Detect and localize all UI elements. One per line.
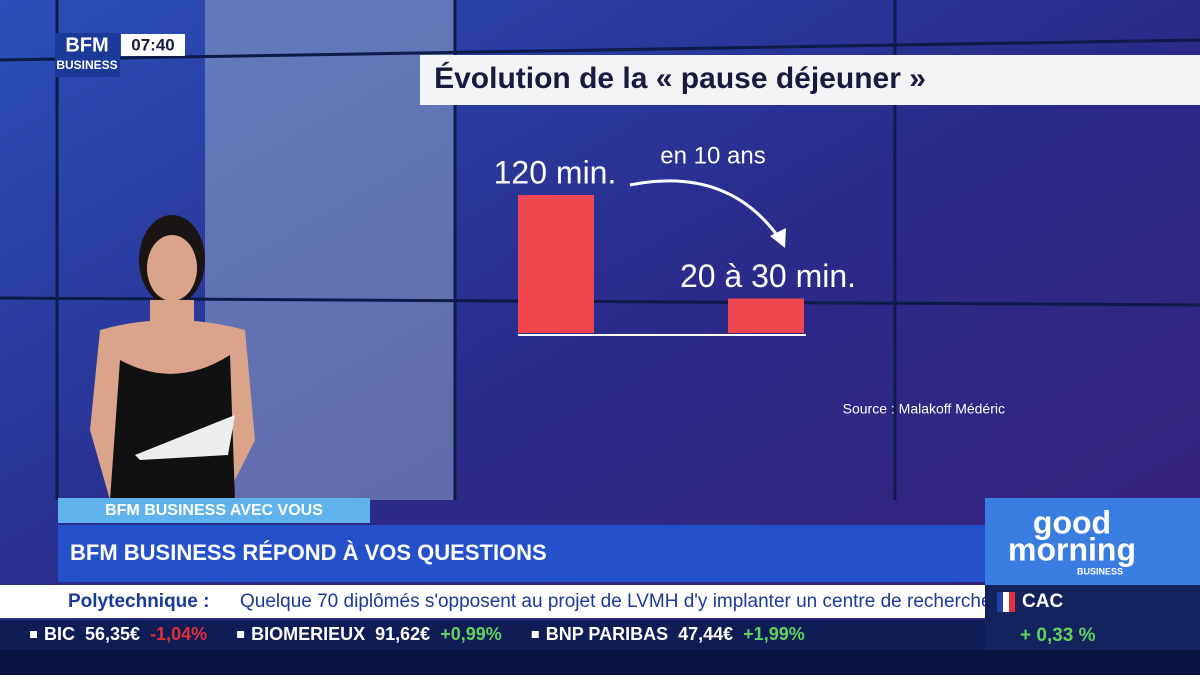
clock: 07:40 — [131, 35, 174, 54]
index-change: + 0,33 % — [1020, 625, 1096, 646]
ticker-name: BNP PARIBAS — [546, 624, 668, 644]
tag: BFM BUSINESS AVEC VOUS — [105, 502, 323, 519]
footer — [0, 650, 1200, 675]
tag-bar — [58, 498, 370, 523]
bar-chart: 120 min. 20 à 30 min. — [494, 154, 856, 333]
headline: BFM BUSINESS RÉPOND À VOS QUESTIONS — [70, 540, 547, 565]
ticker-price: 47,44€ — [678, 624, 733, 644]
annotation: en 10 ans — [660, 142, 765, 169]
ticker-change: -1,04% — [150, 624, 207, 644]
headline-bar — [58, 525, 985, 582]
news-topic: Polytechnique : — [68, 591, 209, 612]
index-name: CAC — [1022, 591, 1063, 612]
ticker-price: 56,35€ — [85, 624, 140, 644]
logo-brand: BFM — [65, 34, 108, 56]
show-line2: morning — [1008, 531, 1136, 567]
source: Source : Malakoff Médéric — [843, 401, 1005, 417]
flag-red — [1009, 592, 1015, 612]
chart-title-bar — [420, 55, 1200, 105]
ticker-bullet — [531, 631, 539, 638]
ticker-change: +1,99% — [743, 624, 805, 644]
arrow — [629, 179, 784, 243]
ticker-name: BIOMERIEUX — [251, 624, 365, 644]
ticker-bullet — [237, 631, 245, 638]
news-text: Quelque 70 diplômés s'opposent au projet… — [240, 591, 997, 612]
show-sub: BUSINESS — [1077, 566, 1123, 576]
logo-box — [55, 33, 120, 77]
show-line1: good — [1033, 504, 1111, 540]
ticker-name: BIC — [44, 624, 75, 644]
show-box — [985, 498, 1200, 585]
ticker-bar — [0, 620, 985, 650]
chart-title: Évolution de la « pause déjeuner » — [434, 61, 926, 95]
bar — [728, 298, 804, 333]
value-label: 20 à 30 min. — [680, 258, 856, 294]
ticker: BIC 56,35€ -1,04% BIOMERIEUX 91,62€ +0,99% BNP… — [30, 624, 805, 644]
ticker-change: +0,99% — [440, 624, 502, 644]
clock-box — [121, 34, 185, 56]
ticker-bullet — [30, 631, 37, 638]
ticker-price: 91,62€ — [375, 624, 430, 644]
news-bar — [0, 585, 985, 618]
bar — [518, 195, 594, 333]
flag-blue — [997, 592, 1003, 612]
presenter — [90, 215, 255, 500]
logo-sub: BUSINESS — [56, 58, 117, 72]
value-label: 120 min. — [494, 154, 617, 190]
arrow-head — [770, 228, 786, 248]
